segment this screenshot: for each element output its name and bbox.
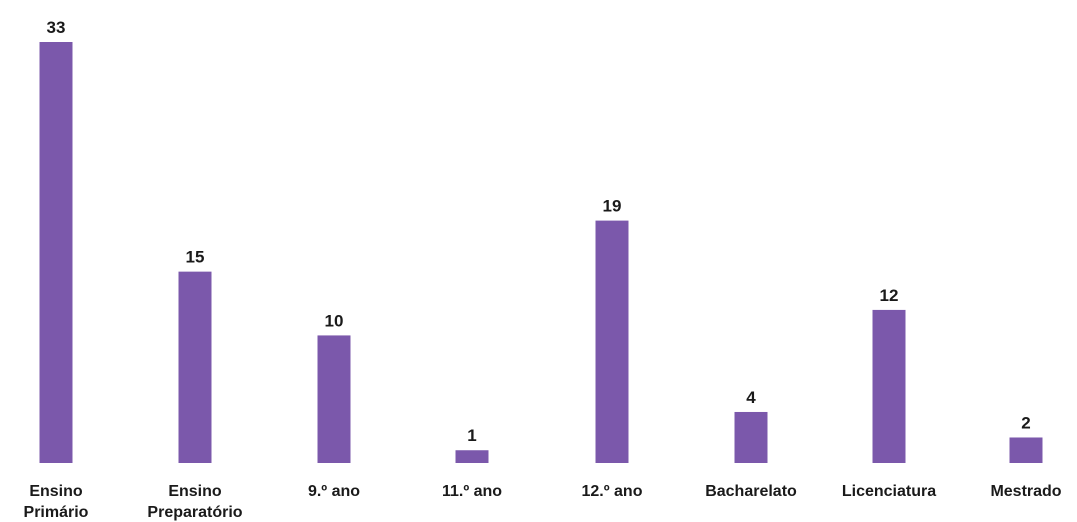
category-label-line: Preparatório	[147, 504, 242, 521]
category-label-1: Ensino Preparatório	[147, 483, 242, 521]
category-label-line: 9.º ano	[308, 483, 360, 500]
bar-0	[39, 42, 73, 463]
value-label-4: 19	[603, 197, 622, 216]
category-label-line: 11.º ano	[442, 483, 502, 500]
bar-6	[872, 309, 906, 463]
category-labels-group: Ensino Primário Ensino Preparatório 9.º ano 1…	[24, 483, 1062, 521]
category-label-6: Licenciatura	[842, 483, 936, 500]
bar-4	[595, 220, 629, 463]
category-label-0: Ensino Primário	[24, 483, 89, 521]
category-label-line: Primário	[24, 504, 89, 521]
bar-3	[455, 450, 489, 463]
category-label-5: Bacharelato	[705, 483, 797, 500]
category-label-2: 9.º ano	[308, 483, 360, 500]
category-label-line: 12.º ano	[582, 483, 643, 500]
value-label-2: 10	[325, 311, 344, 330]
category-label-line: Bacharelato	[705, 483, 797, 500]
category-label-line: Ensino	[29, 483, 83, 500]
value-label-6: 12	[880, 286, 899, 305]
value-label-7: 2	[1021, 413, 1030, 432]
bar-1	[178, 271, 212, 463]
bar-5	[734, 411, 768, 463]
value-label-1: 15	[186, 248, 205, 267]
category-label-line: Licenciatura	[842, 483, 936, 500]
value-labels-group: 33 15 10 1 19 4 12 2	[47, 18, 1031, 445]
category-label-line: Mestrado	[990, 483, 1061, 500]
bar-2	[317, 335, 351, 463]
bar-7	[1009, 437, 1043, 463]
value-label-5: 4	[746, 388, 756, 407]
category-label-4: 12.º ano	[582, 483, 643, 500]
category-label-3: 11.º ano	[442, 483, 502, 500]
value-label-0: 33	[47, 18, 66, 37]
category-label-7: Mestrado	[990, 483, 1061, 500]
category-label-line: Ensino	[168, 483, 222, 500]
bars-group	[39, 42, 1043, 463]
value-label-3: 1	[467, 426, 476, 445]
